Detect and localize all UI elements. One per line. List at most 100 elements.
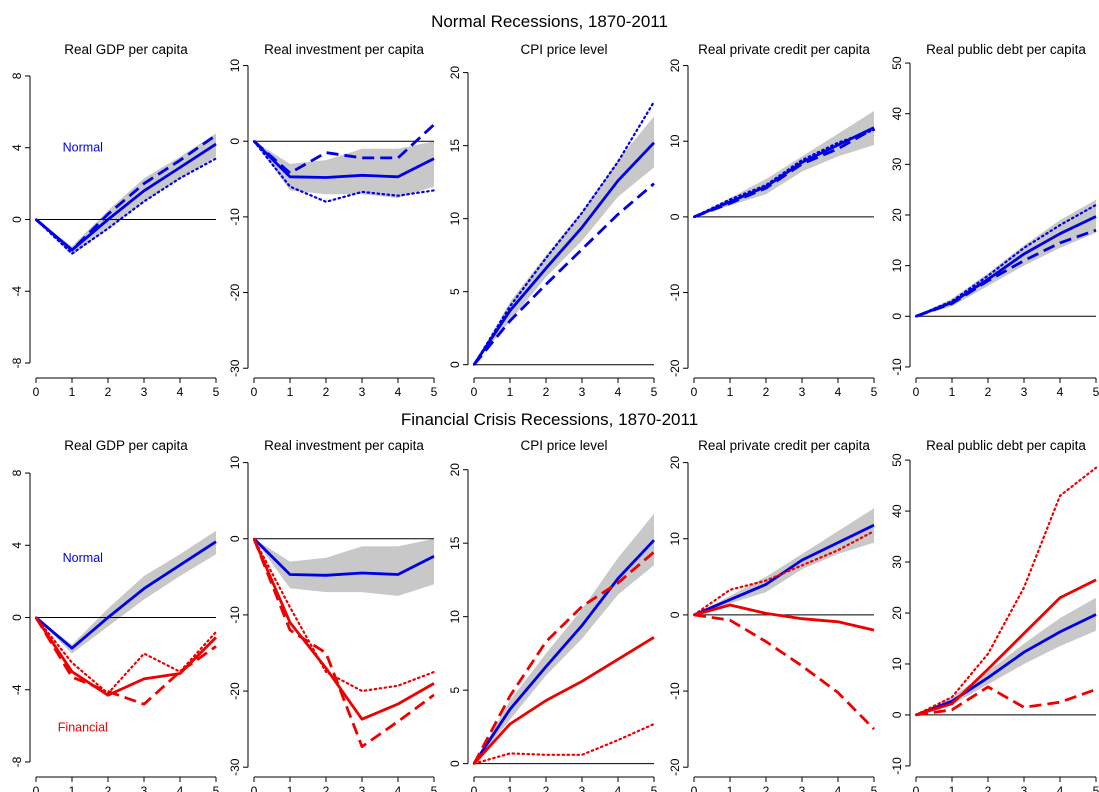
y-tick-label: -20 — [228, 682, 242, 700]
confidence-band — [916, 597, 1096, 715]
y-tick-label: 0 — [448, 760, 462, 767]
x-tick-label: 4 — [835, 784, 842, 792]
panel: CPI price level 20 15 10 5 0 0 1 2 3 4 5 — [448, 438, 658, 792]
y-tick-label: 8 — [10, 72, 24, 79]
y-tick-label: 30 — [890, 555, 904, 569]
x-tick-label: 5 — [871, 385, 878, 399]
x-tick-label: 4 — [395, 784, 402, 792]
normal-solid-series-line — [253, 537, 435, 577]
panel-title: Real GDP per capita — [64, 42, 188, 57]
y-tick-label: 4 — [10, 144, 24, 151]
y-tick-label: 0 — [448, 361, 462, 368]
x-tick-label: 5 — [651, 784, 658, 792]
y-tick-label: 0 — [228, 138, 242, 145]
financial-solid-series-line — [915, 578, 1097, 717]
y-tick-label: 4 — [10, 542, 24, 549]
x-tick-label: 0 — [33, 784, 40, 792]
x-tick-label: 0 — [251, 784, 258, 792]
financial-dotted-series-line — [914, 466, 1098, 717]
y-tick-label: -10 — [668, 682, 682, 700]
normal-solid-series-line — [35, 540, 217, 650]
x-tick-label: 3 — [799, 784, 806, 792]
normal-dashed-series-line — [693, 127, 875, 219]
series-annotation: Financial — [58, 721, 108, 735]
x-tick-label: 2 — [985, 784, 992, 792]
y-tick-label: 40 — [890, 107, 904, 121]
x-tick-label: 2 — [105, 385, 112, 399]
x-tick-label: 1 — [69, 385, 76, 399]
normal-solid-series-line — [472, 141, 656, 366]
x-tick-label: 0 — [471, 784, 478, 792]
panel: Real public debt per capita50403020100-1… — [890, 438, 1099, 792]
x-tick-label: 5 — [1093, 784, 1099, 792]
y-tick-label: 10 — [228, 456, 242, 470]
x-tick-label: 2 — [105, 784, 112, 792]
x-tick-label: 0 — [913, 784, 920, 792]
x-tick-label: 1 — [727, 385, 734, 399]
x-tick-label: 0 — [471, 385, 478, 399]
panel-title: Real public debt per capita — [926, 438, 1086, 453]
y-tick-label: 0 — [668, 213, 682, 220]
panel-title: CPI price level — [520, 42, 607, 57]
y-tick-label: 0 — [10, 216, 24, 223]
panel: Real investment per capita 10 0 -10 -20 -30 0 1… — [228, 42, 438, 399]
x-tick-label: 1 — [69, 784, 76, 792]
y-tick-label: 20 — [668, 456, 682, 470]
y-tick-label: -10 — [668, 284, 682, 302]
x-tick-label: 3 — [579, 385, 586, 399]
x-tick-label: 2 — [543, 385, 550, 399]
panel: Real public debt per capita50403020100-1… — [890, 42, 1099, 399]
confidence-band — [36, 133, 216, 256]
x-tick-label: 5 — [213, 784, 220, 792]
x-tick-label: 2 — [763, 784, 770, 792]
x-tick-label: 0 — [913, 385, 920, 399]
financial-dashed-series-line — [34, 616, 217, 706]
confidence-band — [916, 199, 1096, 317]
y-tick-label: 10 — [668, 134, 682, 148]
financial-dotted-series-line — [692, 529, 876, 617]
x-tick-label: 5 — [431, 784, 438, 792]
y-tick-label: -10 — [890, 358, 904, 376]
x-tick-label: 5 — [651, 385, 658, 399]
y-tick-label: 50 — [890, 453, 904, 467]
panel: Real private credit per capita20100-10-2… — [668, 42, 878, 399]
y-tick-label: 0 — [228, 535, 242, 542]
panel: Real investment per capita 10 0 -10 -20 -30 0 1… — [228, 438, 438, 792]
x-tick-label: 0 — [691, 784, 698, 792]
y-tick-label: 10 — [890, 259, 904, 273]
x-tick-label: 4 — [1057, 385, 1064, 399]
confidence-band — [254, 538, 434, 596]
x-tick-label: 3 — [141, 784, 148, 792]
y-tick-label: -30 — [228, 359, 242, 377]
x-tick-label: 0 — [691, 385, 698, 399]
financial-dashed-series-line — [252, 538, 435, 748]
y-tick-label: 8 — [10, 469, 24, 476]
y-tick-label: 15 — [448, 139, 462, 153]
financial-dotted-series-line — [34, 616, 218, 695]
series-annotation: Normal — [63, 551, 103, 565]
x-tick-label: 3 — [1021, 784, 1028, 792]
x-tick-label: 2 — [543, 784, 550, 792]
y-tick-label: -30 — [228, 758, 242, 776]
y-tick-label: 0 — [890, 313, 904, 320]
panel-title: CPI price level — [520, 438, 607, 453]
normal-solid-series-line — [915, 215, 1097, 318]
financial-dashed-series-line — [915, 685, 1097, 717]
x-tick-label: 1 — [949, 385, 956, 399]
normal-dotted-series-line — [692, 128, 876, 218]
y-tick-label: 0 — [890, 711, 904, 718]
normal-solid-series-line — [253, 140, 435, 179]
x-tick-label: 4 — [615, 784, 622, 792]
x-tick-label: 1 — [507, 784, 514, 792]
financial-dotted-series-line — [252, 537, 436, 693]
panel-title: Real private credit per capita — [698, 438, 870, 453]
normal-solid-series-line — [472, 539, 656, 765]
y-tick-label: 10 — [448, 212, 462, 226]
y-tick-label: 5 — [448, 288, 462, 295]
y-tick-label: -20 — [668, 758, 682, 776]
normal-dashed-series-line — [253, 123, 435, 175]
financial-dashed-series-line — [472, 550, 655, 765]
row-title: Normal Recessions, 1870-2011 — [431, 12, 668, 31]
x-tick-label: 4 — [177, 784, 184, 792]
y-tick-label: -8 — [10, 357, 24, 368]
